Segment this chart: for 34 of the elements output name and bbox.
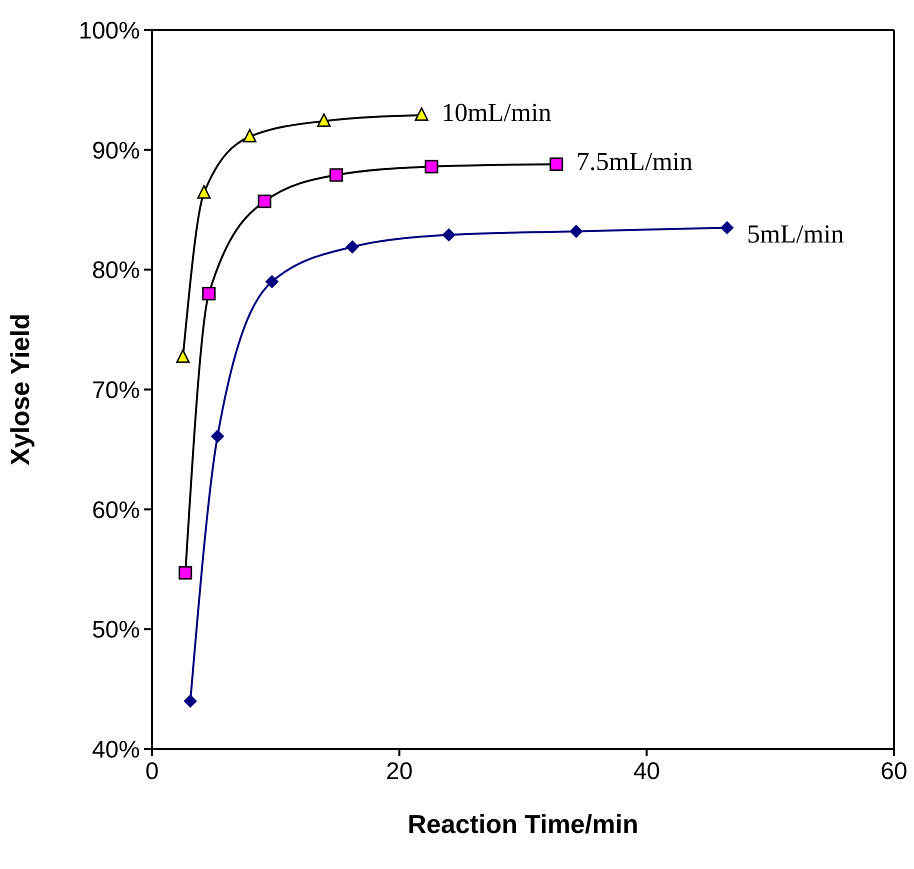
point xyxy=(197,185,211,199)
x-tick-label: 20 xyxy=(386,758,413,786)
point xyxy=(570,224,583,238)
x-tick-label: 0 xyxy=(145,758,159,786)
point xyxy=(317,113,331,127)
y-tick-label: 60% xyxy=(92,496,140,524)
y-tick-label: 100% xyxy=(78,18,140,45)
point xyxy=(176,349,190,363)
y-tick-label: 50% xyxy=(92,616,140,644)
point xyxy=(414,107,428,121)
x-tick-label: 40 xyxy=(633,758,660,786)
point xyxy=(346,240,359,254)
point xyxy=(258,194,272,208)
point xyxy=(330,168,344,182)
point xyxy=(211,430,224,443)
point xyxy=(178,566,192,580)
point xyxy=(442,228,456,242)
x-axis-title: Reaction Time/min xyxy=(408,809,638,839)
y-tick-label: 80% xyxy=(92,257,140,284)
point xyxy=(424,160,438,174)
series-label: 10mL/min xyxy=(442,98,552,128)
point xyxy=(720,221,734,234)
point xyxy=(202,286,216,300)
y-tick-label: 90% xyxy=(92,137,140,164)
series-label: 5mL/min xyxy=(747,220,844,249)
x-tick-label: 60 xyxy=(880,758,908,786)
series-label: 7.5mL/min xyxy=(576,147,693,176)
y-tick-label: 40% xyxy=(92,736,140,764)
y-axis-title: Xylose Yield xyxy=(5,314,36,466)
y-tick-label: 70% xyxy=(92,377,140,404)
point xyxy=(265,275,278,288)
point xyxy=(550,157,564,171)
point xyxy=(184,694,197,708)
point xyxy=(242,128,256,142)
